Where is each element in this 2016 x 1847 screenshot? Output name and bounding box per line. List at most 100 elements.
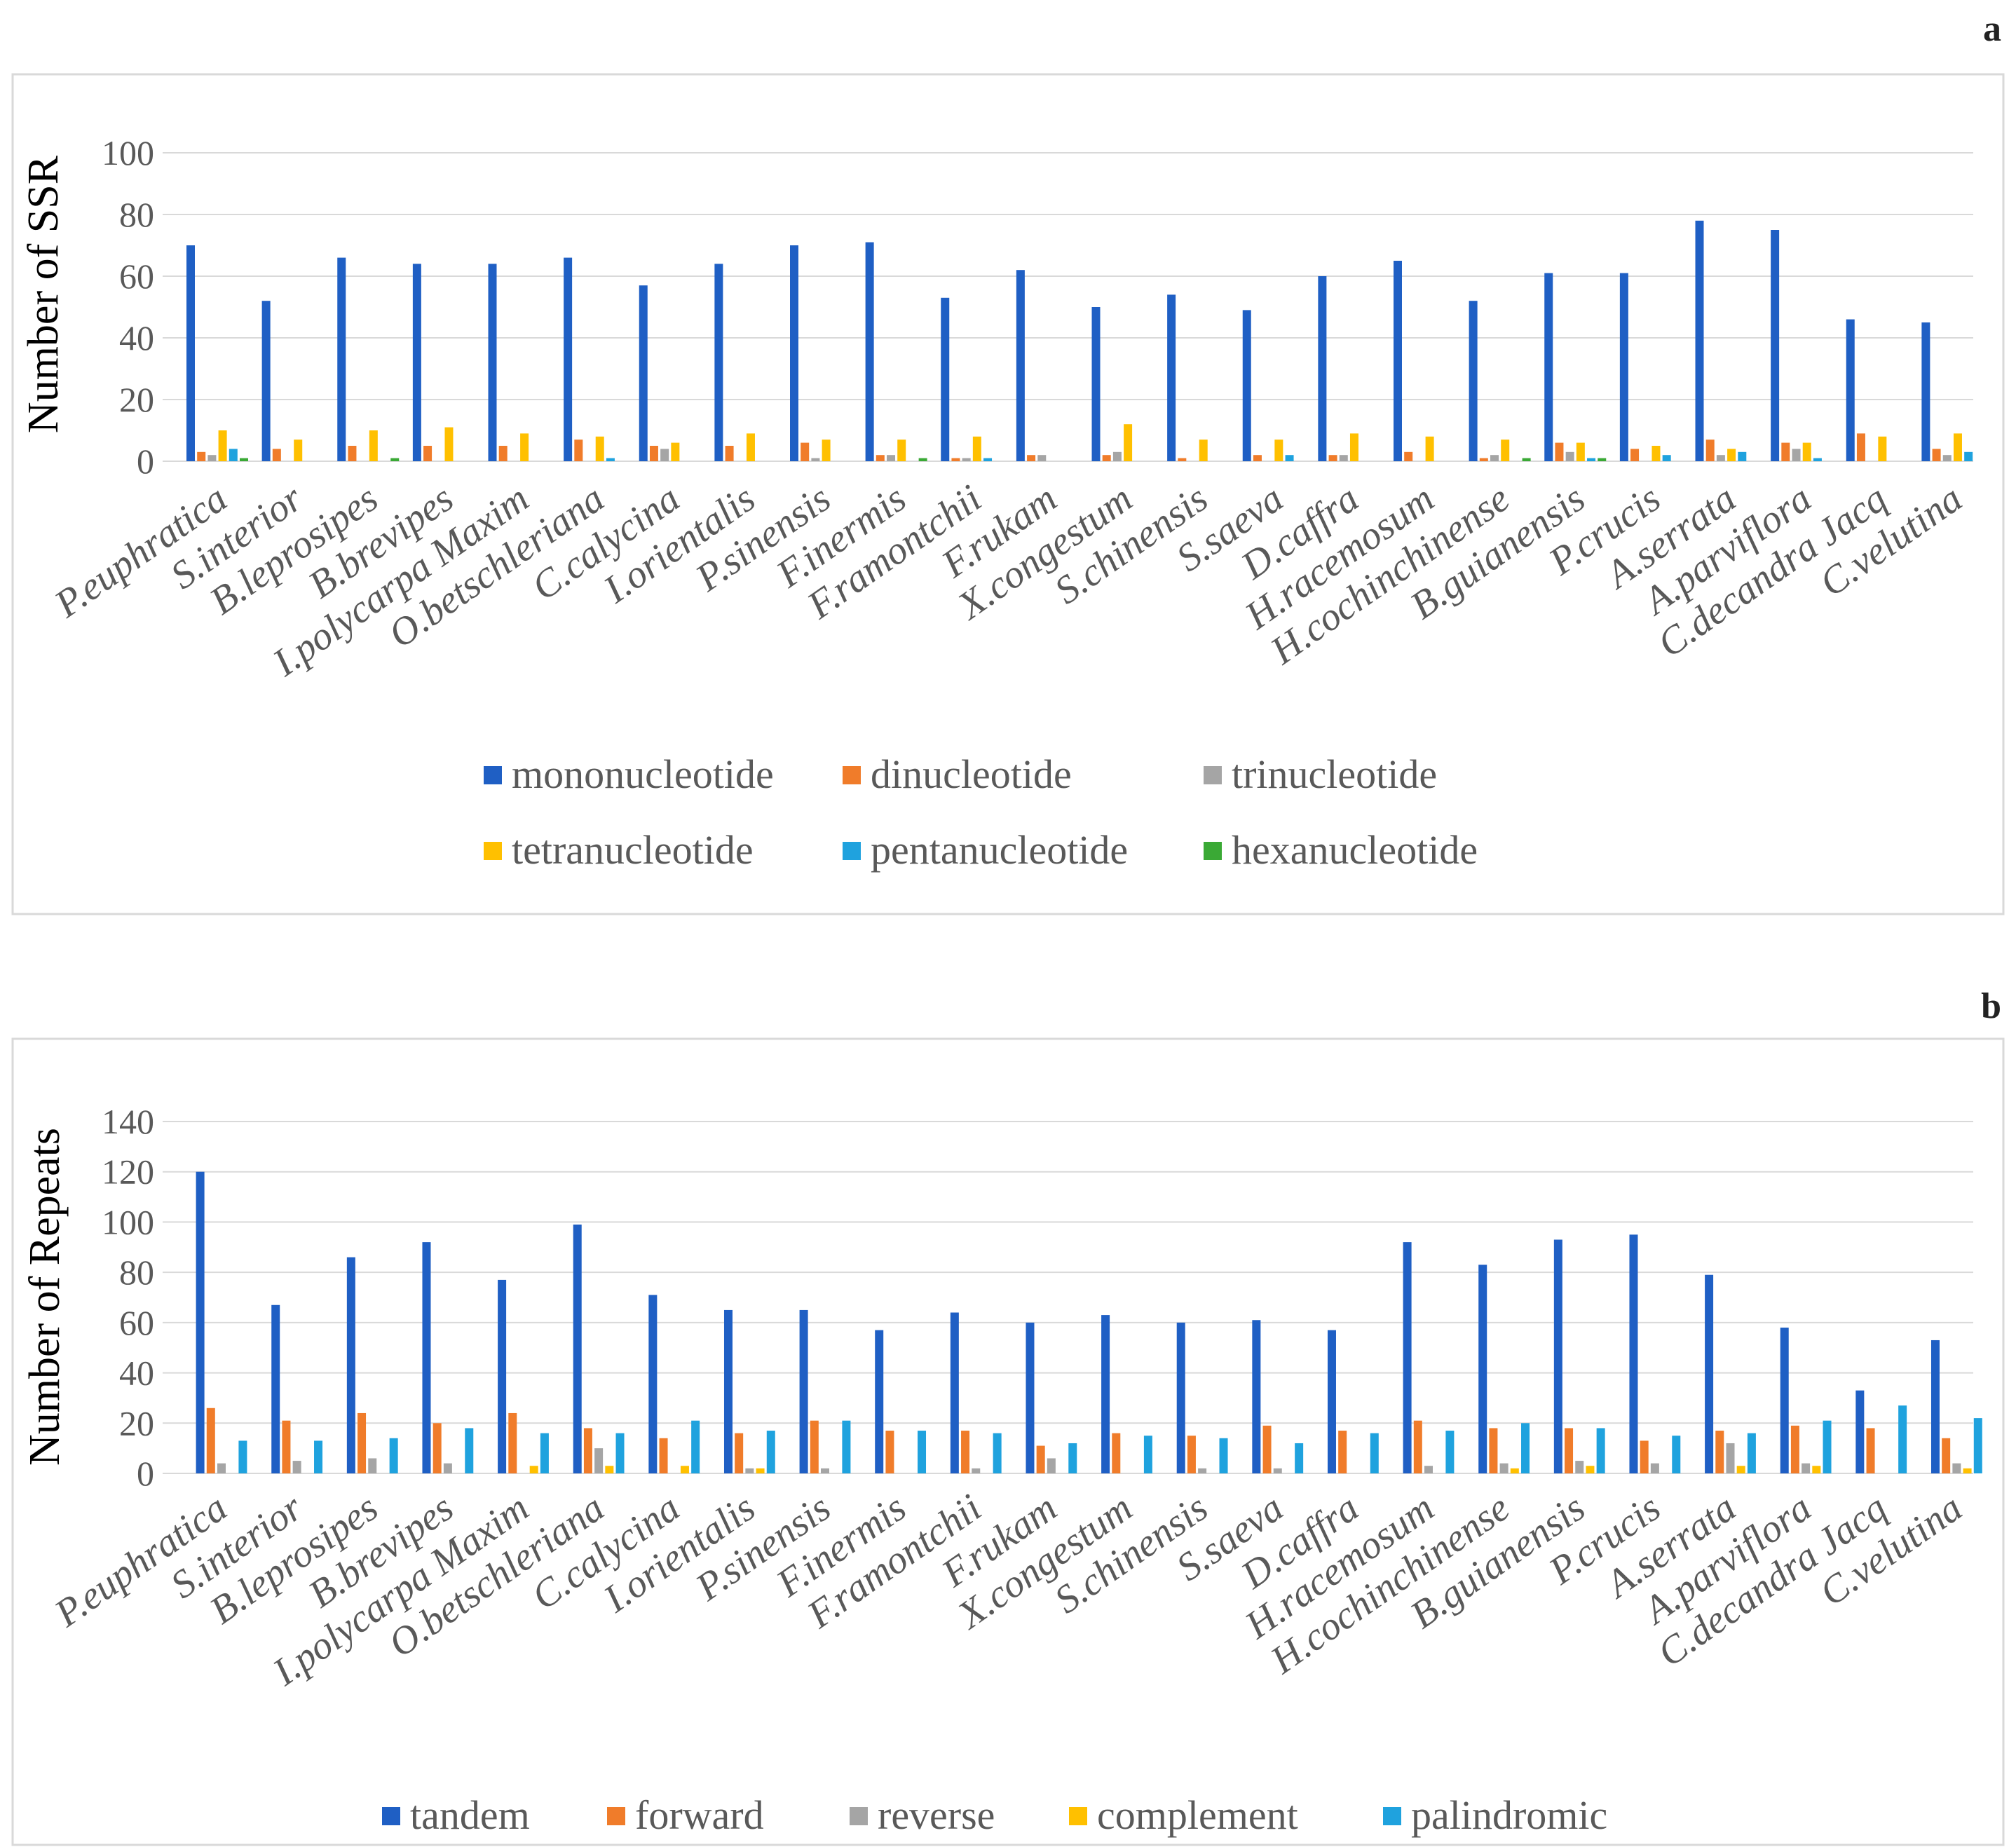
panel-a-bar-dinucleotide [1102, 455, 1111, 461]
panel-b-bar-forward [1565, 1428, 1574, 1473]
panel-a-bar-tetranucleotide [595, 436, 604, 461]
panel-a-bar-dinucleotide [574, 439, 583, 461]
panel-b-bar-palindromic [918, 1431, 927, 1473]
panel-a-bar-trinucleotide [962, 458, 971, 461]
panel-a-bar-dinucleotide [1027, 455, 1036, 461]
panel-b-bar-complement [605, 1466, 614, 1473]
panel-b-bar-forward [1036, 1445, 1045, 1473]
panel-b-bar-tandem [799, 1309, 808, 1473]
panel-b-label: b [1981, 986, 2001, 1026]
panel-a-bar-dinucleotide [1932, 449, 1941, 461]
panel-a-bar-tetranucleotide [1124, 424, 1133, 461]
panel-a-bar-tetranucleotide [1878, 436, 1887, 461]
panel-a-bar-trinucleotide [207, 455, 217, 461]
panel-b-bar-tandem [1855, 1390, 1865, 1473]
panel-b-y-tick-label: 80 [119, 1253, 154, 1292]
panel-b-bar-tandem [1101, 1315, 1110, 1473]
panel-b-legend-swatch-reverse [850, 1807, 868, 1825]
panel-a-bar-hexanucleotide [918, 458, 927, 461]
panel-a-bar-mononucleotide [1921, 322, 1930, 461]
panel-a-bar-tetranucleotide [1349, 433, 1358, 461]
panel-b-bar-tandem [498, 1279, 507, 1473]
panel-b-bar-complement [1586, 1466, 1595, 1473]
panel-a-bar-mononucleotide [790, 245, 798, 461]
panel-b-bar-tandem [1629, 1234, 1638, 1473]
panel-b-legend-label-reverse: reverse [878, 1792, 995, 1838]
panel-a-bar-dinucleotide [423, 446, 433, 461]
panel-a-legend-swatch-trinucleotide [1204, 766, 1222, 784]
panel-a-bar-hexanucleotide [240, 458, 248, 461]
panel-b-bar-tandem [1780, 1328, 1789, 1473]
panel-a-bar-dinucleotide [1630, 449, 1640, 461]
panel-b-bar-reverse [972, 1468, 981, 1473]
panel-b-y-tick-label: 20 [119, 1403, 154, 1443]
panel-a-bar-dinucleotide [801, 442, 810, 461]
panel-a-bar-dinucleotide [348, 446, 357, 461]
panel-b-legend-label-palindromic: palindromic [1411, 1792, 1607, 1838]
panel-b-bar-reverse [368, 1458, 377, 1473]
panel-a-bar-tetranucleotide [520, 433, 529, 461]
panel-b-bar-forward [1413, 1420, 1422, 1473]
panel-b-bar-tandem [723, 1309, 733, 1473]
panel-b-bar-palindromic [540, 1433, 549, 1473]
panel-b-bar-complement [1963, 1468, 1972, 1473]
panel-b-bar-reverse [1499, 1463, 1508, 1473]
panel-a-bar-mononucleotide [412, 264, 421, 461]
panel-a-bar-mononucleotide [337, 257, 346, 461]
panel-a-bar-mononucleotide [1771, 230, 1780, 461]
panel-a-bar-tetranucleotide [369, 430, 378, 461]
panel-a-bar-mononucleotide [1469, 301, 1478, 461]
panel-a-bar-dinucleotide [1479, 458, 1488, 461]
panel-b-bar-tandem [648, 1295, 658, 1473]
panel-b-bar-reverse [443, 1463, 452, 1473]
panel-a-bar-dinucleotide [1253, 455, 1262, 461]
panel-a-bar-dinucleotide [649, 446, 658, 461]
panel-b-bar-reverse [292, 1461, 301, 1473]
panel-b-bar-tandem [950, 1312, 959, 1473]
panel-a-bar-tetranucleotide [972, 436, 981, 461]
panel-b-bar-tandem [1553, 1239, 1562, 1473]
panel-a-bar-mononucleotide [1846, 319, 1855, 461]
panel-b-bar-palindromic [766, 1431, 775, 1473]
panel-b-bar-palindromic [1219, 1438, 1228, 1473]
panel-b-bar-reverse [1424, 1466, 1433, 1473]
panel-a-bar-tetranucleotide [1576, 442, 1585, 461]
panel-a-legend-swatch-mononucleotide [484, 766, 502, 784]
panel-a-bar-tetranucleotide [897, 439, 906, 461]
panel-b-y-tick-label: 40 [119, 1354, 154, 1393]
panel-b-bar-forward [1790, 1425, 1799, 1473]
panel-a-bar-trinucleotide [660, 449, 669, 461]
panel-b-bar-forward [1489, 1428, 1498, 1473]
panel-a-legend-label-pentanucleotide: pentanucleotide [871, 827, 1128, 873]
panel-b-y-tick-label: 0 [137, 1454, 154, 1493]
panel-b-bar-reverse [594, 1448, 604, 1473]
panel-a-bar-trinucleotide [811, 458, 820, 461]
panel-a-bar-trinucleotide [1037, 455, 1047, 461]
panel-a-bar-pentanucleotide [606, 458, 615, 461]
panel-b-bar-palindromic [1823, 1420, 1832, 1473]
panel-b-bar-reverse [1198, 1468, 1207, 1473]
panel-a-bar-mononucleotide [1394, 261, 1402, 461]
panel-a-y-tick-label: 60 [119, 257, 154, 296]
panel-b-bar-reverse [1273, 1468, 1282, 1473]
panel-a-bar-dinucleotide [197, 451, 206, 461]
panel-b-frame [11, 1037, 2005, 1846]
panel-b-bar-palindromic [993, 1433, 1002, 1473]
panel-b-legend-swatch-tandem [382, 1807, 400, 1825]
panel-a-bar-trinucleotide [887, 455, 896, 461]
panel-a-bar-mononucleotide [941, 297, 950, 461]
panel-a-bar-mononucleotide [1167, 294, 1176, 461]
panel-b-bar-complement [1510, 1468, 1519, 1473]
panel-a-bar-mononucleotide [261, 301, 271, 461]
panel-b-bar-palindromic [1370, 1433, 1379, 1473]
panel-b-bar-reverse [745, 1468, 754, 1473]
panel-a-legend-label-dinucleotide: dinucleotide [871, 751, 1072, 797]
panel-a-bar-mononucleotide [639, 285, 648, 461]
panel-a-bar-tetranucleotide [1651, 446, 1661, 461]
panel-b-bar-palindromic [1521, 1423, 1530, 1473]
panel-b-legend-label-tandem: tandem [410, 1792, 530, 1838]
panel-a-bar-mononucleotide [865, 242, 874, 461]
panel-b-legend-label-forward: forward [635, 1792, 764, 1838]
panel-a-bar-dinucleotide [1328, 455, 1337, 461]
